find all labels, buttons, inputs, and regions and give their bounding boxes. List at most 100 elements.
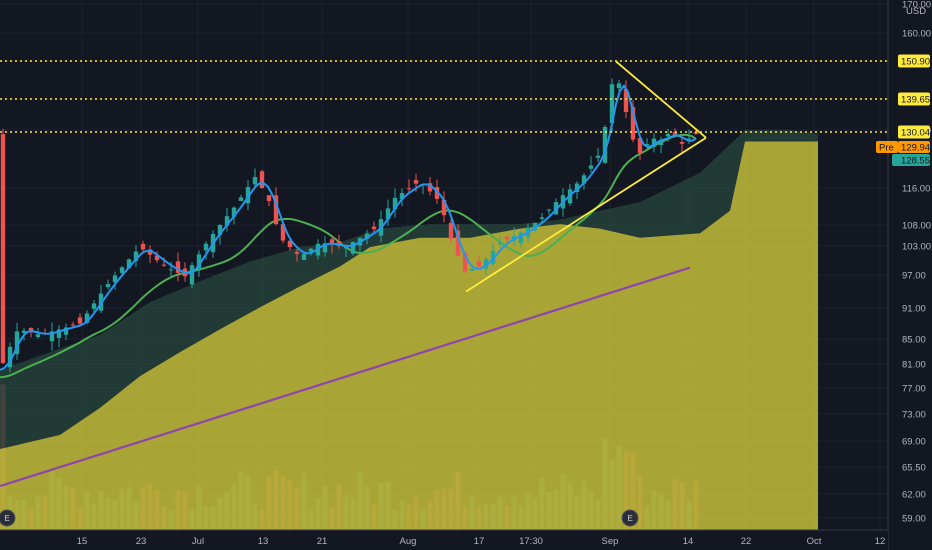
earnings-marker-sep-label: E xyxy=(628,514,633,523)
ma-slow-line xyxy=(0,266,691,488)
level-badge-2 xyxy=(898,125,930,139)
candle-body-25 xyxy=(175,261,181,273)
candle-body-71 xyxy=(497,242,503,244)
candle-body-61 xyxy=(427,183,433,192)
candle-body-67 xyxy=(469,269,475,271)
candle-body-82 xyxy=(574,183,580,192)
candle-body-48 xyxy=(336,240,342,246)
x-tick-8: Sep xyxy=(602,536,619,547)
candle-body-66 xyxy=(462,252,468,272)
candle-body-42 xyxy=(294,251,300,254)
x-tick-2: Jul xyxy=(192,536,204,547)
candle-body-56 xyxy=(392,197,398,210)
candle-body-72 xyxy=(504,236,510,240)
candle-body-8 xyxy=(56,329,62,338)
candle-body-32 xyxy=(224,216,230,226)
x-axis: 15 23 Jul 13 21 Aug 17 17:30 Sep 14 22 Oct 12 xyxy=(77,536,886,547)
price-levels xyxy=(0,60,888,133)
y-tick-20: 59.00 xyxy=(902,514,926,525)
candle-body-62 xyxy=(434,187,440,199)
y-tick-12: 91.00 xyxy=(902,304,926,315)
pre-badge xyxy=(876,141,898,153)
candle-body-34 xyxy=(238,197,244,201)
earnings-marker-left-label: E xyxy=(5,514,10,523)
candle-body-77 xyxy=(539,217,545,219)
ma-mid-line xyxy=(0,133,697,379)
candle-body-39 xyxy=(273,195,279,225)
x-tick-0: 15 xyxy=(77,536,88,547)
candle-body-15 xyxy=(105,284,111,288)
candle-body-13 xyxy=(91,303,97,309)
candle-body-90 xyxy=(630,107,636,140)
candle-body-43 xyxy=(301,253,307,260)
candle-body-16 xyxy=(112,275,118,283)
candle-body-12 xyxy=(84,313,90,323)
candle-body-31 xyxy=(217,224,223,235)
candle-body-27 xyxy=(189,265,195,285)
ema-fast-line xyxy=(0,84,697,371)
candle-body-17 xyxy=(119,267,125,273)
candle-body-47 xyxy=(329,239,335,245)
y-tick-17: 69.00 xyxy=(902,437,926,448)
y-tick-13: 85.00 xyxy=(902,335,926,346)
candle-body-18 xyxy=(126,259,132,269)
candle-body-10 xyxy=(70,324,76,326)
candle-body-21 xyxy=(147,249,153,255)
x-tick-10: 22 xyxy=(741,536,752,547)
candle-body-24 xyxy=(168,269,174,271)
earnings-marker-left[interactable]: E xyxy=(0,509,16,527)
candle-body-94 xyxy=(658,140,664,146)
candle-body-98 xyxy=(686,138,692,140)
level-badge-text-1: 139.65 xyxy=(901,95,930,106)
candle-body-19 xyxy=(133,251,139,261)
earnings-marker-sep[interactable]: E xyxy=(621,509,639,527)
x-tick-1: 23 xyxy=(136,536,147,547)
x-tick-11: Oct xyxy=(807,536,822,547)
x-tick-4: 21 xyxy=(317,536,328,547)
candle-body-95 xyxy=(665,133,671,137)
pre-value-text: 129.94 xyxy=(901,143,930,154)
candle-body-93 xyxy=(651,138,657,147)
candle-body-78 xyxy=(546,209,552,211)
candle-body-68 xyxy=(476,261,482,267)
candle-body-50 xyxy=(350,242,356,254)
candle-body-7 xyxy=(49,331,55,342)
candle-body-97 xyxy=(679,141,685,144)
candle-body-11 xyxy=(77,317,83,324)
candle-body-0 xyxy=(0,134,6,363)
candle-body-91 xyxy=(637,138,643,154)
y-tick-18: 65.50 xyxy=(902,463,926,474)
candle-body-37 xyxy=(259,171,265,189)
x-axis-panel xyxy=(0,530,888,550)
x-tick-3: 13 xyxy=(258,536,269,547)
candle-body-52 xyxy=(364,233,370,239)
candle-body-23 xyxy=(161,264,167,266)
candle-body-84 xyxy=(588,165,594,169)
candle-body-46 xyxy=(322,243,328,253)
y-tick-0: 170.00 xyxy=(902,0,931,11)
candle-body-58 xyxy=(406,188,412,190)
y-tick-8: 116.00 xyxy=(902,184,930,195)
candle-body-96 xyxy=(672,132,678,136)
candle-body-64 xyxy=(448,222,454,239)
x-tick-12: 12 xyxy=(875,536,886,547)
y-tick-16: 73.00 xyxy=(902,410,926,421)
candle-body-28 xyxy=(196,254,202,271)
candle-body-59 xyxy=(413,180,419,184)
y-axis-panel xyxy=(888,0,932,550)
candle-body-88 xyxy=(616,83,622,89)
candle-body-89 xyxy=(623,89,629,113)
candle-body-65 xyxy=(455,230,461,256)
price-badges: 150.90 139.65 130.04 Pre 129.94 128.55 xyxy=(876,54,930,167)
candle-body-49 xyxy=(343,246,349,249)
level-badge-text-0: 150.90 xyxy=(901,57,930,68)
candle-body-35 xyxy=(245,187,251,204)
last-price-badge xyxy=(892,154,930,166)
x-tick-7: 17:30 xyxy=(519,536,543,547)
x-tick-5: Aug xyxy=(400,536,417,547)
currency-label: USD xyxy=(906,6,926,17)
candle-body-83 xyxy=(581,175,587,184)
candle-body-92 xyxy=(644,144,650,146)
x-tick-6: 17 xyxy=(474,536,485,547)
